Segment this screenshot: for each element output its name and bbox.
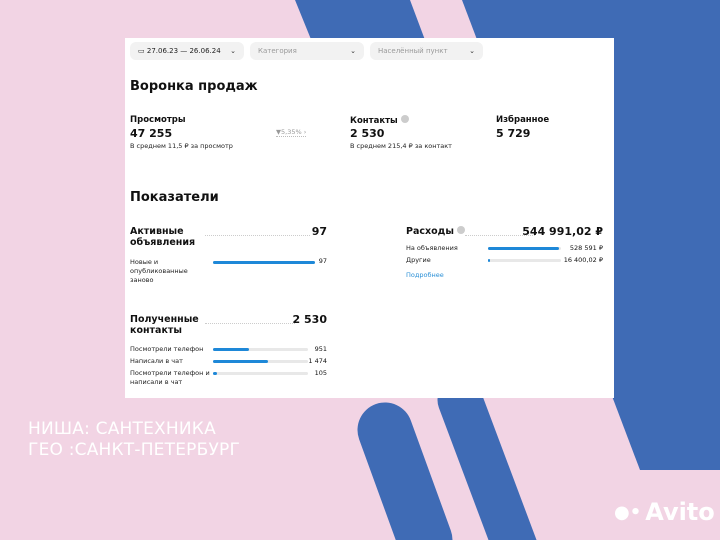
expenses-bar — [488, 259, 561, 262]
filter-icon: ▼ — [276, 128, 281, 136]
category-filter[interactable]: Категория ⌄ — [250, 42, 364, 60]
help-icon[interactable] — [400, 115, 409, 123]
calendar-icon: ▭ — [138, 47, 145, 55]
active-value: 97 — [311, 225, 327, 238]
views-value: 47 255 — [130, 127, 173, 140]
funnel-title: Воронка продаж — [130, 79, 258, 94]
expenses-row-label: На объявления — [406, 244, 458, 252]
metrics-title: Показатели — [130, 190, 219, 205]
active-bar — [213, 261, 315, 264]
active-label: Активные объявления — [130, 226, 196, 248]
received-row-label: Посмотрели телефон и написали в чат — [130, 369, 210, 386]
expenses-row-label: Другие — [406, 256, 431, 264]
expenses-bar — [488, 247, 561, 250]
statistics-panel: ▭ 27.06.23 — 26.06.24 ⌄ Категория ⌄ Населё… — [125, 38, 614, 398]
received-row-label: Написали в чат — [130, 357, 183, 365]
avito-logo: ●• Avito — [614, 498, 715, 526]
received-bar-fill — [213, 372, 217, 375]
contacts-label: Контакты — [350, 115, 409, 126]
received-bar — [213, 360, 308, 363]
niche-caption: НИША: САНТЕХНИКА — [28, 419, 216, 439]
expenses-label: Расходы — [406, 226, 466, 237]
received-row-label: Посмотрели телефон — [130, 345, 204, 353]
received-value: 2 530 — [292, 313, 327, 326]
views-avg: В среднем 11,5 ₽ за просмотр — [130, 142, 233, 150]
active-row-label: Новые и опубликованные заново — [130, 258, 188, 284]
expenses-row-value: 16 400,02 ₽ — [563, 256, 603, 264]
favorites-label: Избранное — [496, 115, 550, 125]
date-filter[interactable]: ▭ 27.06.23 — 26.06.24 ⌄ — [130, 42, 244, 60]
conversion-link[interactable]: ▼5,35% › — [276, 128, 307, 137]
received-row-value: 1 474 — [308, 357, 327, 365]
chevron-down-icon: ⌄ — [469, 47, 475, 55]
avito-dots-icon: ●• — [614, 501, 642, 523]
expenses-bar-fill — [488, 259, 491, 262]
received-row-value: 951 — [314, 345, 327, 353]
city-filter[interactable]: Населённый пункт ⌄ — [370, 42, 483, 60]
expenses-value: 544 991,02 ₽ — [522, 225, 603, 238]
received-row-value: 105 — [314, 369, 327, 377]
received-label: Полученные контакты — [130, 314, 199, 336]
received-bar — [213, 372, 308, 375]
chevron-down-icon: ⌄ — [230, 47, 236, 55]
chevron-down-icon: ⌄ — [350, 47, 356, 55]
favorites-value: 5 729 — [496, 127, 531, 140]
more-link[interactable]: Подробнее — [406, 271, 444, 279]
expenses-bar-fill — [488, 247, 559, 250]
help-icon[interactable] — [457, 226, 466, 234]
contacts-value: 2 530 — [350, 127, 385, 140]
received-bar — [213, 348, 308, 351]
contacts-avg: В среднем 215,4 ₽ за контакт — [350, 142, 452, 150]
expenses-row-value: 528 591 ₽ — [569, 244, 603, 252]
views-label: Просмотры — [130, 115, 186, 125]
geo-caption: ГЕО :САНКТ-ПЕТЕРБУРГ — [28, 440, 241, 460]
received-bar-fill — [213, 348, 249, 351]
received-bar-fill — [213, 360, 269, 363]
